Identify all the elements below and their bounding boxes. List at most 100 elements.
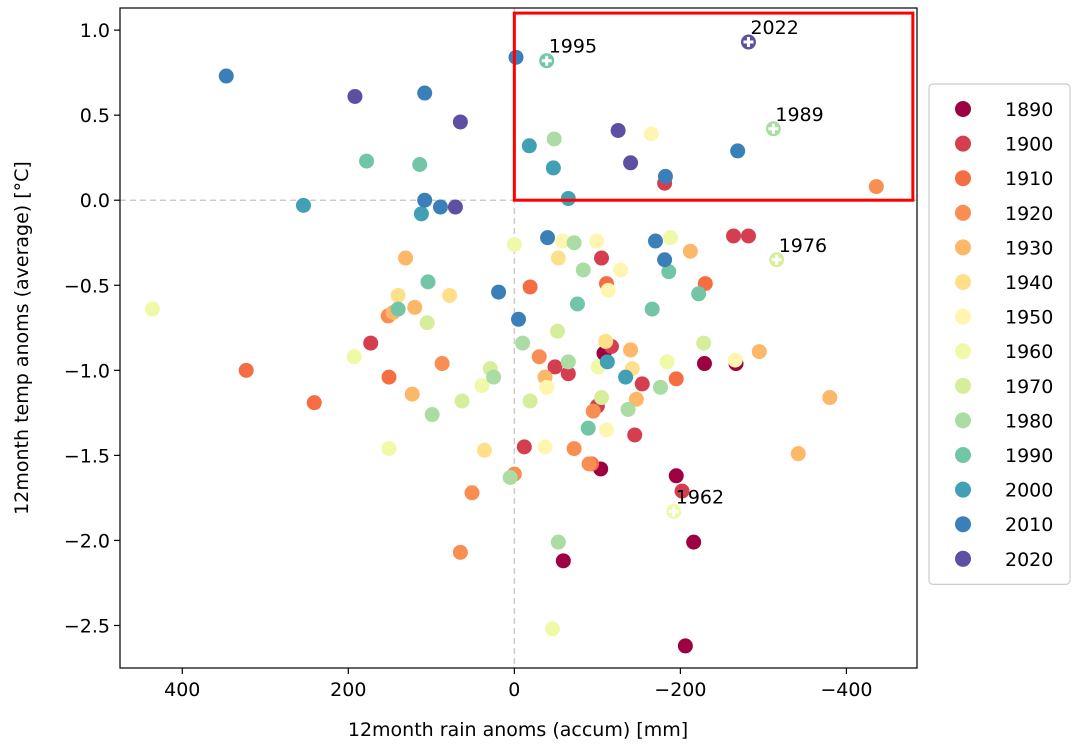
legend-label: 1970	[1005, 376, 1053, 398]
point	[550, 534, 566, 550]
point	[727, 352, 743, 368]
point	[144, 301, 160, 317]
y-tick-label: −2.5	[64, 615, 110, 637]
point	[682, 243, 698, 259]
point	[390, 287, 406, 303]
point	[696, 356, 712, 372]
point	[452, 114, 468, 130]
x-tick-label: −400	[820, 679, 872, 701]
point	[566, 235, 582, 251]
x-axis-label: 12month rain anoms (accum) [mm]	[348, 719, 688, 741]
point	[474, 378, 490, 394]
point	[726, 228, 742, 244]
point	[432, 199, 448, 215]
point	[454, 393, 470, 409]
annotation-marker	[668, 506, 679, 517]
legend-box	[928, 83, 1071, 585]
point	[359, 153, 375, 169]
legend-label: 1980	[1005, 410, 1053, 432]
point	[657, 168, 673, 184]
point	[555, 233, 571, 249]
point	[623, 342, 639, 358]
point	[511, 311, 526, 327]
point	[218, 68, 234, 84]
point	[580, 420, 596, 436]
point	[674, 483, 690, 499]
point	[868, 179, 884, 195]
point	[677, 638, 693, 654]
point	[412, 156, 428, 172]
point	[628, 391, 644, 407]
point	[545, 621, 561, 637]
point	[585, 403, 601, 419]
point	[306, 395, 322, 411]
point	[540, 230, 556, 246]
point	[452, 544, 468, 560]
point	[661, 264, 677, 280]
point	[668, 371, 684, 387]
annotation-marker	[768, 123, 779, 134]
point	[610, 122, 626, 138]
legend-marker	[955, 170, 971, 187]
point	[407, 299, 423, 315]
point	[398, 250, 414, 266]
point	[381, 369, 397, 385]
y-tick-label: 1.0	[80, 20, 110, 42]
y-tick-label: −1.0	[64, 360, 110, 382]
legend-marker	[955, 308, 971, 325]
y-tick-label: −0.5	[64, 275, 110, 297]
point	[508, 49, 524, 65]
point	[652, 379, 668, 395]
legend-marker	[955, 447, 971, 463]
point	[662, 230, 678, 246]
point	[668, 468, 684, 484]
annotation-marker	[541, 55, 552, 66]
point	[413, 206, 429, 222]
point	[447, 199, 463, 215]
point	[581, 456, 597, 472]
point	[424, 407, 440, 423]
x-tick-label: −200	[654, 679, 706, 701]
point	[464, 485, 480, 501]
y-tick-label: 0.5	[80, 105, 110, 127]
legend-marker	[955, 204, 971, 221]
annotation: 1989	[775, 104, 823, 126]
x-tick-label: 200	[330, 679, 366, 701]
point	[599, 354, 615, 370]
x-tick-label: 0	[508, 679, 520, 701]
point	[623, 155, 639, 171]
annotation: 1995	[549, 36, 597, 58]
legend-marker	[955, 101, 971, 117]
legend-marker	[955, 481, 971, 498]
point	[420, 274, 436, 290]
point	[295, 197, 311, 213]
point	[589, 233, 605, 249]
point	[751, 344, 767, 360]
point	[599, 422, 615, 438]
point	[643, 126, 659, 142]
point	[516, 439, 532, 455]
point	[515, 335, 531, 351]
y-tick-label: −2.0	[64, 530, 110, 552]
point	[740, 228, 756, 244]
point	[555, 553, 571, 569]
point	[417, 192, 433, 208]
point	[522, 393, 538, 409]
annotation-marker	[771, 254, 782, 265]
x-tick-label: 400	[164, 679, 200, 701]
point	[547, 359, 563, 375]
legend-label: 2020	[1005, 549, 1053, 571]
point	[491, 284, 507, 300]
point	[790, 446, 806, 462]
legend-marker	[955, 412, 971, 429]
legend-label: 1960	[1005, 341, 1053, 363]
point	[560, 354, 576, 370]
legend-label: 1930	[1005, 237, 1053, 259]
legend-label: 1950	[1005, 307, 1053, 329]
point	[659, 354, 675, 370]
point	[539, 379, 555, 395]
annotation: 2022	[750, 17, 798, 39]
legend-marker	[955, 343, 971, 360]
point	[442, 287, 458, 303]
point	[363, 335, 379, 351]
